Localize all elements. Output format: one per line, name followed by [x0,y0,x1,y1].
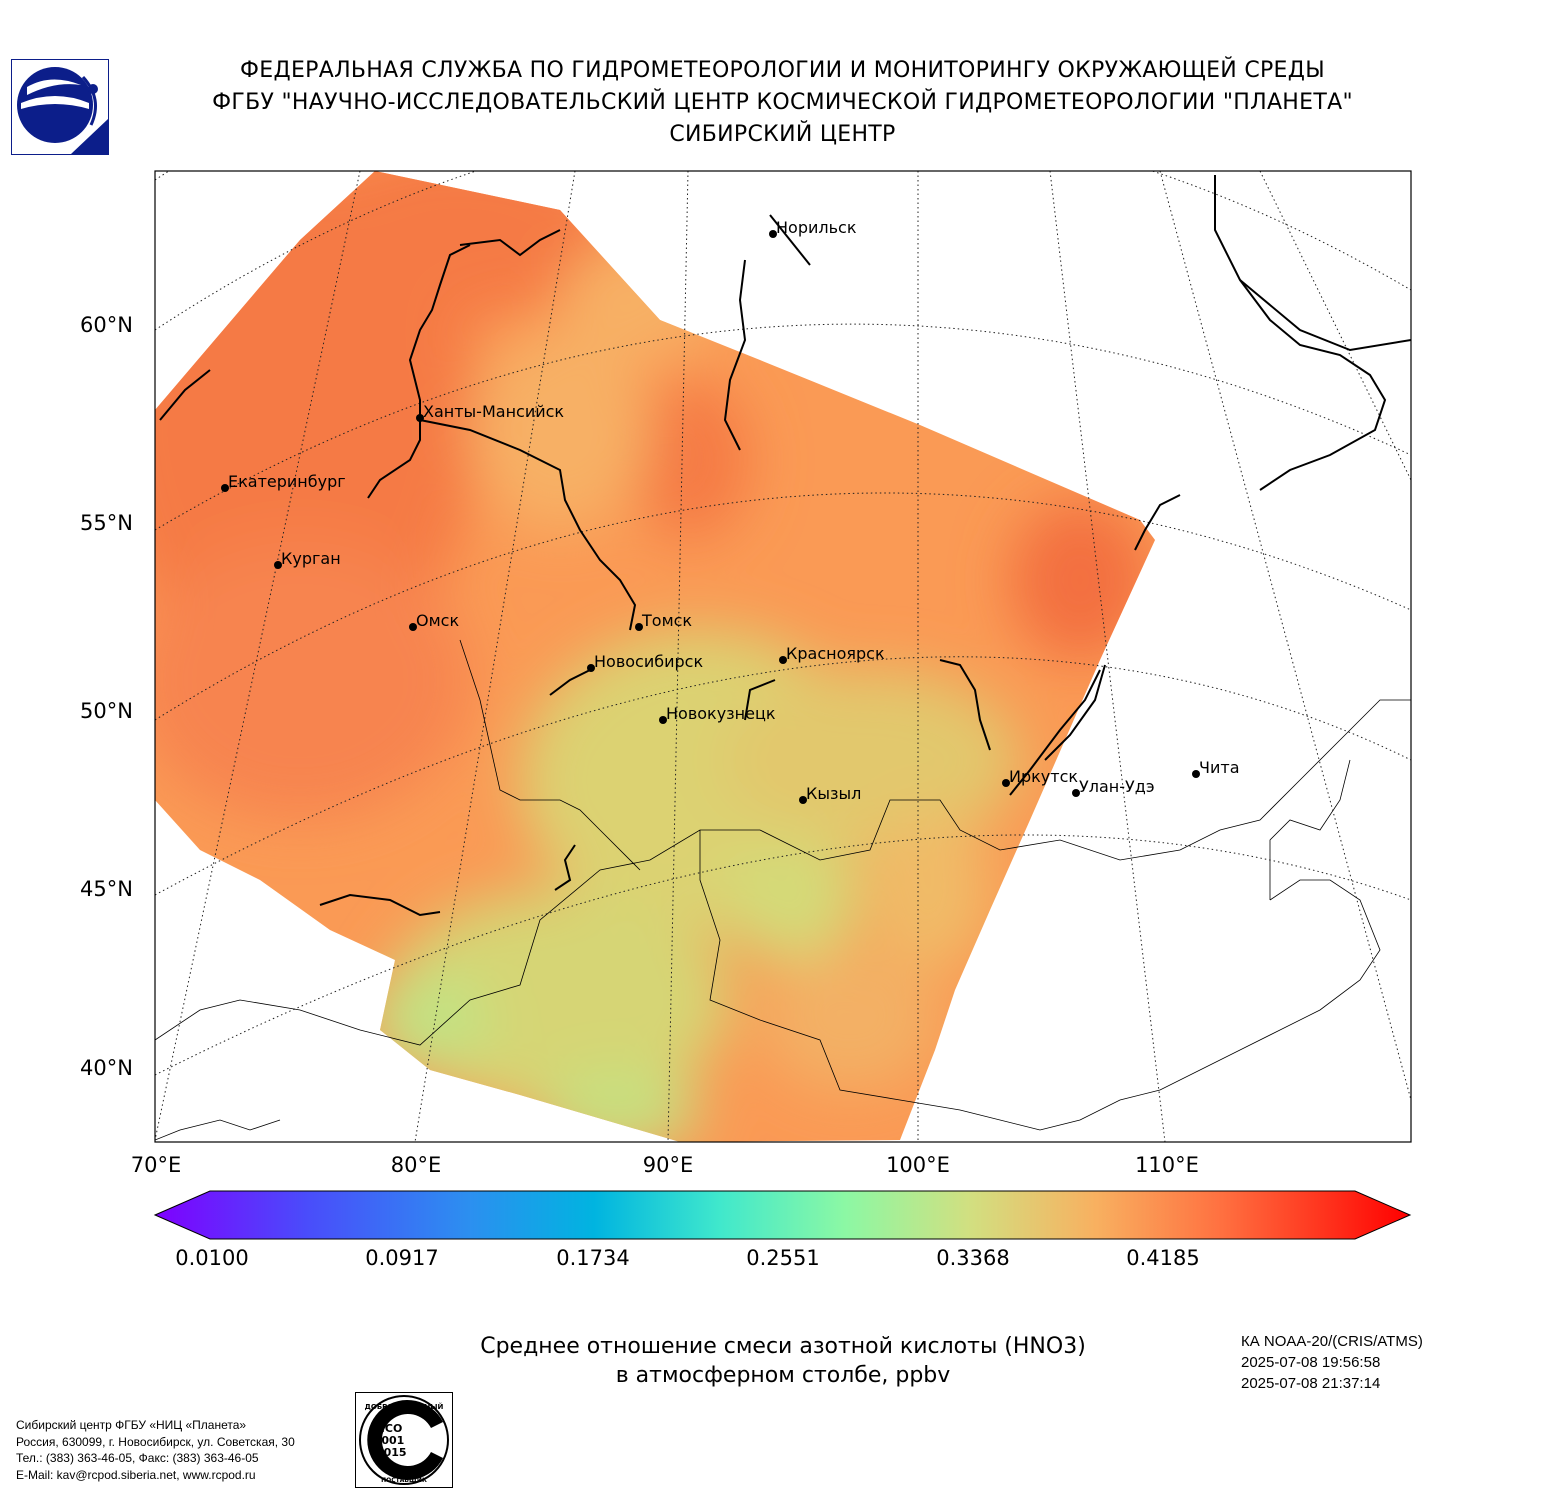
rivers [159,175,1411,917]
borders [155,639,1411,1141]
city-label: Кызыл [806,784,861,803]
iso-9001-badge-icon: ДОБРОСОВЕСТНЫЙ ИСО 9001 -2015 ПОСТАВЩИК [355,1392,453,1488]
iso-badge-line-2: 9001 [374,1434,405,1447]
city-dot [769,230,777,238]
colorbar-tick-2: 0.1734 [556,1246,630,1270]
lat-label-55: 55°N [80,511,133,535]
lon-label-100: 100°E [886,1153,950,1177]
city-dot [587,664,595,672]
address-line-2: Россия, 630099, г. Новосибирск, ул. Сове… [16,1435,295,1449]
map-frame [154,170,1412,1143]
city-label: Томск [641,611,692,630]
city-dot [416,414,424,422]
satellite-end-time: 2025-07-08 21:37:14 [1241,1375,1381,1392]
colorbar-tick-3: 0.2551 [746,1246,820,1270]
city-dot [659,716,667,724]
iso-badge-line-1: ИСО [376,1422,403,1435]
lon-label-70: 70°E [130,1153,182,1177]
header-line-2: ФГБУ "НАУЧНО-ИССЛЕДОВАТЕЛЬСКИЙ ЦЕНТР КОС… [212,90,1353,115]
city-dot [1072,789,1080,797]
iso-badge-line-3: -2015 [371,1446,406,1459]
city-label: Чита [1199,758,1240,777]
city-dot [779,656,787,664]
graticule [155,171,1411,1142]
address-line-4: E-Mail: kav@rcpod.siberia.net, www.rcpod… [16,1468,256,1482]
address-line-1: Сибирский центр ФГБУ «НИЦ «Планета» [16,1418,247,1432]
city-label: Екатеринбург [228,472,346,491]
city-label: Норильск [776,218,857,237]
address-line-3: Тел.: (383) 363-46-05, Факс: (383) 363-4… [16,1451,259,1465]
city-label: Красноярск [786,644,885,663]
city-dot [1002,779,1010,787]
city-dot [635,623,643,631]
city-label: Новосибирск [594,652,703,671]
city-dot [221,484,229,492]
city-label: Новокузнецк [666,704,776,723]
colorbar-tick-4: 0.3368 [936,1246,1010,1270]
lon-label-90: 90°E [642,1153,694,1177]
city-label: Улан-Удэ [1079,777,1155,796]
product-title-line-2: в атмосферном столбе, ppbv [615,1363,951,1388]
city-label: Ханты-Мансийск [423,402,564,421]
lat-label-60: 60°N [80,313,133,337]
city-markers: Норильск Ханты-Мансийск Екатеринбург Курган… [221,218,1240,804]
colorbar [153,1190,1412,1240]
header-line-1: ФЕДЕРАЛЬНАЯ СЛУЖБА ПО ГИДРОМЕТЕОРОЛОГИИ … [240,58,1325,83]
city-dot [274,561,282,569]
city-label: Иркутск [1009,767,1078,786]
lat-label-40: 40°N [80,1056,133,1080]
satellite-start-time: 2025-07-08 19:56:58 [1241,1354,1381,1371]
city-dot [1192,770,1200,778]
colorbar-tick-1: 0.0917 [365,1246,439,1270]
hno3-field [155,171,1155,1142]
lat-label-50: 50°N [80,699,133,723]
colorbar-tick-0: 0.0100 [175,1246,249,1270]
product-title-line-1: Среднее отношение смеси азотной кислоты … [480,1334,1086,1359]
city-label: Курган [281,549,341,568]
colorbar-tick-5: 0.4185 [1126,1246,1200,1270]
lon-label-110: 110°E [1135,1153,1199,1177]
iso-badge-top-text: ДОБРОСОВЕСТНЫЙ [365,1402,444,1411]
iso-badge-bottom-text: ПОСТАВЩИК [381,1477,427,1484]
city-dot [799,796,807,804]
satellite-name: КА NOAA-20/(CRIS/ATMS) [1241,1333,1423,1350]
city-dot [409,623,417,631]
planeta-logo-icon [11,59,109,155]
city-label: Омск [416,611,459,630]
lat-label-45: 45°N [80,877,133,901]
lon-label-80: 80°E [390,1153,442,1177]
header-line-3: СИБИРСКИЙ ЦЕНТР [669,122,896,147]
map-canvas: Норильск Ханты-Мансийск Екатеринбург Курган… [154,170,1412,1143]
